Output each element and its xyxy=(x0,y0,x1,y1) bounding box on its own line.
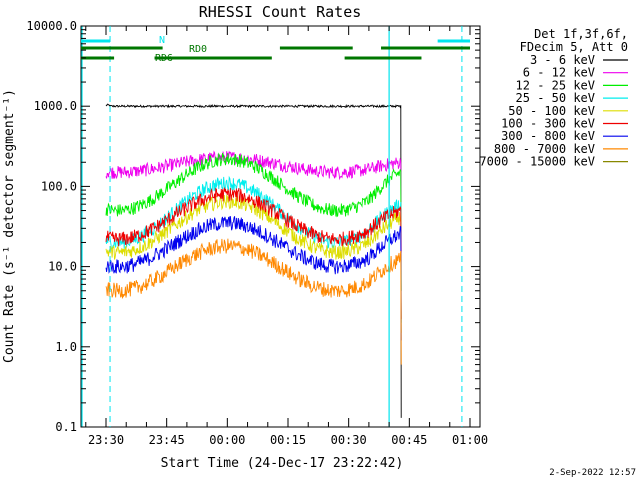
series-line-2 xyxy=(105,152,402,291)
y-tick-label: 10.0 xyxy=(48,260,77,274)
y-tick-label: 1.0 xyxy=(55,340,77,354)
y-tick-label: 10000.0 xyxy=(26,19,77,33)
series-line-6 xyxy=(105,216,402,341)
plot-frame xyxy=(80,25,481,428)
y-axis-label: Count Rate (s⁻¹ detector segment⁻¹) xyxy=(2,89,17,363)
legend-header-line-1: Det 1f,3f,6f, xyxy=(534,27,628,41)
legend-label-1: 6 - 12 keV xyxy=(523,66,595,80)
x-tick-label: 01:00 xyxy=(452,433,488,447)
legend-label-4: 50 - 100 keV xyxy=(508,104,595,118)
series-line-4 xyxy=(105,194,402,333)
night-label: N xyxy=(159,35,165,46)
x-tick-label: 00:45 xyxy=(391,433,427,447)
y-tick-label: 1000.0 xyxy=(34,99,77,113)
series-line-5 xyxy=(105,187,402,320)
series-layer xyxy=(105,103,402,418)
legend-label-8: 7000 - 15000 keV xyxy=(479,155,595,169)
x-axis-label: Start Time (24-Dec-17 23:22:42) xyxy=(161,456,404,471)
rd6-label: RD6 xyxy=(155,53,173,64)
overlay-layer: N RD0 RD6 xyxy=(81,26,470,427)
axes-layer: 0.1 1.0 10.0 100.0 1000.0 10000.0 23:30 23:45 00… xyxy=(26,19,488,447)
x-tick-label: 23:30 xyxy=(88,433,124,447)
legend-label-2: 12 - 25 keV xyxy=(516,78,595,92)
chart-title: RHESSI Count Rates xyxy=(199,3,362,21)
legend: Det 1f,3f,6f, FDecim 5, Att 0 3 - 6 keV6… xyxy=(479,27,628,169)
series-line-0 xyxy=(105,103,402,418)
legend-label-6: 300 - 800 keV xyxy=(501,129,595,143)
x-tick-label: 00:00 xyxy=(209,433,245,447)
legend-header-line-2: FDecim 5, Att 0 xyxy=(520,40,628,54)
legend-label-3: 25 - 50 keV xyxy=(516,91,595,105)
rd0-label: RD0 xyxy=(189,44,207,55)
x-tick-label: 23:45 xyxy=(149,433,185,447)
legend-label-7: 800 - 7000 keV xyxy=(494,142,595,156)
y-tick-label: 100.0 xyxy=(41,179,77,193)
footer-date: 2-Sep-2022 12:57 xyxy=(549,468,636,478)
x-tick-label: 00:15 xyxy=(270,433,306,447)
legend-label-5: 100 - 300 keV xyxy=(501,117,595,131)
series-line-7 xyxy=(105,238,402,365)
legend-label-0: 3 - 6 keV xyxy=(530,53,595,67)
y-tick-label: 0.1 xyxy=(55,420,77,434)
x-tick-label: 00:30 xyxy=(331,433,367,447)
series-line-1 xyxy=(105,150,402,253)
